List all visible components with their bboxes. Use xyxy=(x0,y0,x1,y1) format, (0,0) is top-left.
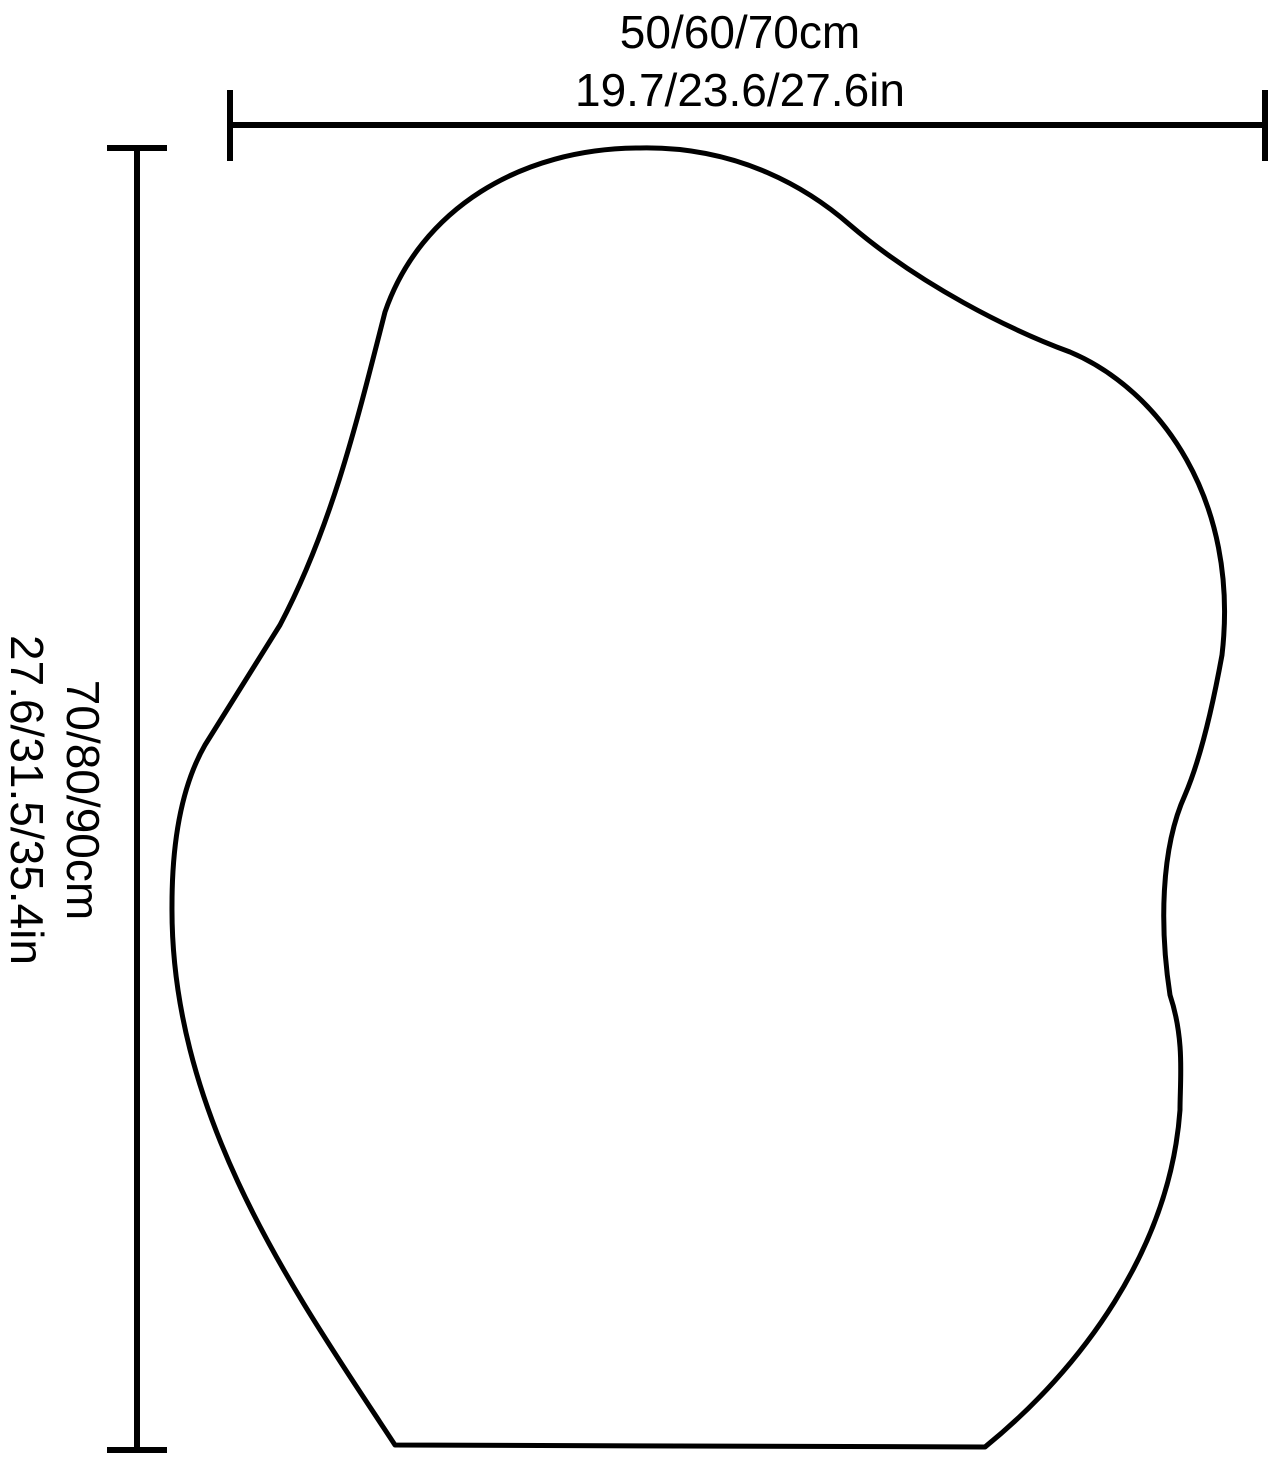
height-label-cm: 70/80/90cm xyxy=(57,679,109,921)
width-label-cm: 50/60/70cm xyxy=(619,6,861,58)
width-label-in: 19.7/23.6/27.6in xyxy=(575,64,905,116)
mirror-outline xyxy=(169,145,1228,1450)
height-label-in: 27.6/31.5/35.4in xyxy=(1,635,53,965)
